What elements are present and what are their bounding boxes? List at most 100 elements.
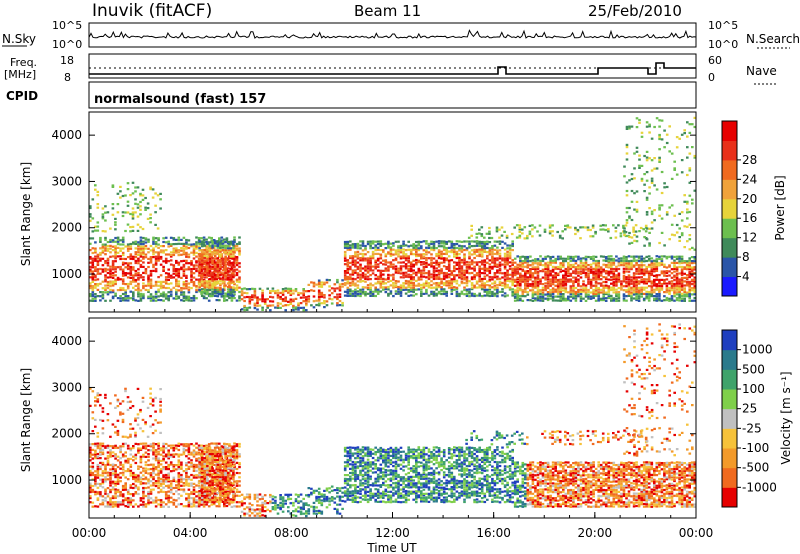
velocity-cell (169, 501, 173, 504)
power-cell (628, 235, 631, 239)
power-cell (243, 296, 246, 299)
power-cell (645, 125, 649, 128)
power-cell (361, 244, 365, 247)
power-cell (172, 264, 176, 267)
power-cell (147, 283, 150, 286)
power-cell (119, 268, 122, 271)
power-cell (187, 291, 191, 294)
power-cell (114, 255, 117, 258)
power-cell (658, 137, 661, 141)
power-cell (200, 255, 204, 258)
power-cell (513, 296, 517, 299)
power-cell (154, 299, 158, 302)
power-cell (488, 288, 492, 291)
power-cell (589, 284, 593, 287)
power-cell (203, 244, 207, 247)
power-cell (627, 283, 631, 286)
power-cell (111, 262, 115, 265)
power-cell (650, 221, 654, 224)
power-cell (104, 247, 107, 250)
power-cell (513, 295, 517, 298)
power-cell (645, 270, 648, 273)
power-cell (488, 267, 492, 270)
power-cell (349, 248, 352, 251)
power-cell (511, 271, 514, 274)
power-cell (486, 274, 489, 277)
velocity-cell (91, 471, 95, 474)
power-cell (615, 259, 618, 262)
power-cell (144, 244, 148, 248)
power-cell (164, 249, 168, 252)
power-cell (468, 257, 471, 260)
power-cell (302, 309, 305, 312)
velocity-cell (137, 480, 140, 483)
velocity-cell (164, 497, 168, 500)
power-cell (549, 274, 552, 277)
power-cell (607, 288, 611, 291)
power-cell (607, 260, 611, 263)
power-cell (281, 304, 285, 307)
power-cell (660, 285, 664, 288)
power-cell (172, 249, 176, 252)
power-cell (229, 242, 233, 245)
velocity-cell (91, 478, 95, 481)
power-cell (187, 295, 191, 298)
power-cell (430, 280, 433, 283)
velocity-cell (96, 498, 100, 501)
power-cell (221, 288, 225, 291)
power-cell (650, 212, 654, 216)
power-cell (182, 291, 186, 294)
velocity-cell (164, 491, 168, 494)
velocity-cell (157, 491, 160, 494)
power-cell (658, 214, 661, 217)
power-cell (637, 297, 641, 300)
power-cell (399, 288, 403, 292)
power-cell (478, 254, 481, 258)
power-cell (384, 242, 388, 245)
power-cell (175, 259, 178, 263)
power-cell (253, 304, 257, 307)
power-cell (202, 272, 206, 275)
power-cell (187, 297, 191, 300)
power-cell (642, 288, 646, 291)
power-cell (432, 269, 436, 272)
power-cell (213, 244, 217, 247)
power-cell (675, 282, 679, 285)
power-cell (670, 289, 674, 292)
power-cell (232, 265, 235, 268)
power-cell (615, 265, 618, 268)
power-cell (149, 257, 153, 260)
power-cell (91, 289, 95, 292)
power-cell (445, 280, 448, 283)
power-cell (177, 254, 181, 257)
power-cell (465, 240, 469, 243)
power-cell (394, 240, 398, 243)
power-cell (546, 264, 550, 267)
velocity-cell (134, 442, 138, 445)
power-cell (460, 245, 464, 248)
power-cell (554, 259, 557, 262)
power-cell (121, 278, 125, 281)
power-cell (131, 215, 135, 218)
velocity-cell (109, 451, 112, 454)
velocity-cell (101, 451, 105, 454)
power-cell (425, 246, 428, 249)
power-cell (206, 288, 209, 291)
power-cell (463, 293, 466, 296)
power-cell (139, 259, 143, 262)
power-cell (203, 270, 207, 273)
velocity-cell (147, 499, 150, 502)
freq-panel: Freq. [MHz] 18 8 60 0 Nave (4, 53, 777, 85)
power-cell (154, 262, 158, 265)
power-cell (109, 227, 112, 230)
velocity-cell (134, 478, 138, 481)
power-cell (511, 240, 514, 243)
velocity-cell (126, 459, 130, 463)
power-cell (203, 290, 207, 293)
power-cell (630, 189, 634, 193)
power-cell (284, 289, 287, 293)
power-cell (655, 283, 659, 286)
power-cell (642, 273, 646, 277)
power-cell (693, 296, 697, 300)
power-cell (167, 278, 170, 281)
